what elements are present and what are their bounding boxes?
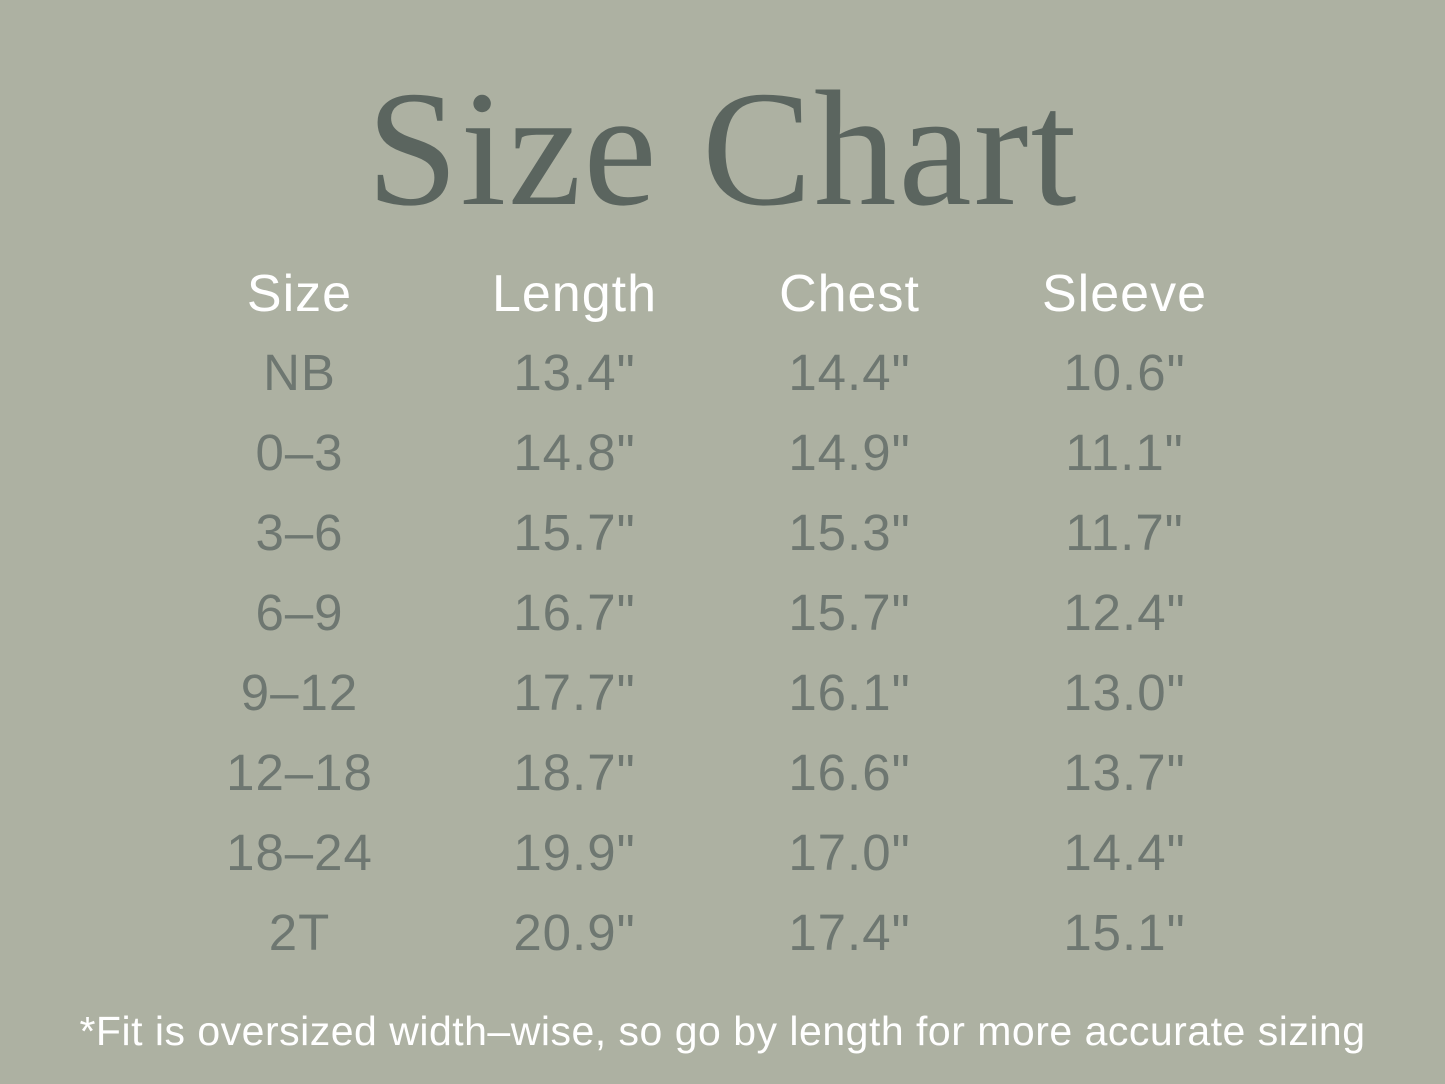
size-cell: 0–3 — [255, 423, 344, 481]
length-cell: 19.9" — [513, 823, 636, 881]
sleeve-cell: 14.4" — [1063, 823, 1186, 881]
column-header-chest: Chest — [779, 265, 920, 323]
chest-cell: 16.6" — [788, 743, 911, 801]
size-cell: 12–18 — [226, 743, 373, 801]
size-cell: 6–9 — [255, 583, 344, 641]
length-cell: 13.4" — [513, 343, 636, 401]
length-cell: 15.7" — [513, 503, 636, 561]
chest-cell: 17.0" — [788, 823, 911, 881]
size-cell: NB — [263, 343, 336, 401]
length-cell: 17.7" — [513, 663, 636, 721]
sleeve-cell: 15.1" — [1063, 903, 1186, 961]
sleeve-cell: 13.0" — [1063, 663, 1186, 721]
sleeve-cell: 11.1" — [1065, 423, 1184, 481]
sleeve-cell: 13.7" — [1063, 743, 1186, 801]
sleeve-cell: 11.7" — [1065, 503, 1184, 561]
chest-cell: 15.3" — [788, 503, 911, 561]
size-cell: 3–6 — [255, 503, 344, 561]
chest-cell: 16.1" — [788, 663, 911, 721]
size-cell: 9–12 — [240, 663, 359, 721]
length-cell: 18.7" — [513, 743, 636, 801]
fit-note: *Fit is oversized width–wise, so go by l… — [79, 1008, 1366, 1054]
length-cell: 16.7" — [513, 583, 636, 641]
size-table: Size Length Chest Sleeve NB 13.4" 14.4" … — [162, 256, 1262, 972]
size-cell: 18–24 — [226, 823, 373, 881]
chest-cell: 17.4" — [788, 903, 911, 961]
column-header-sleeve: Sleeve — [1042, 265, 1207, 323]
chest-cell: 14.4" — [788, 343, 911, 401]
sleeve-cell: 12.4" — [1063, 583, 1186, 641]
column-header-length: Length — [491, 265, 658, 323]
length-cell: 20.9" — [513, 903, 636, 961]
sleeve-cell: 10.6" — [1063, 343, 1186, 401]
column-header-size: Size — [246, 265, 353, 323]
page-title: Size Chart — [366, 57, 1079, 240]
chest-cell: 14.9" — [788, 423, 911, 481]
length-cell: 14.8" — [513, 423, 636, 481]
chest-cell: 15.7" — [788, 583, 911, 641]
size-cell: 2T — [268, 903, 331, 961]
